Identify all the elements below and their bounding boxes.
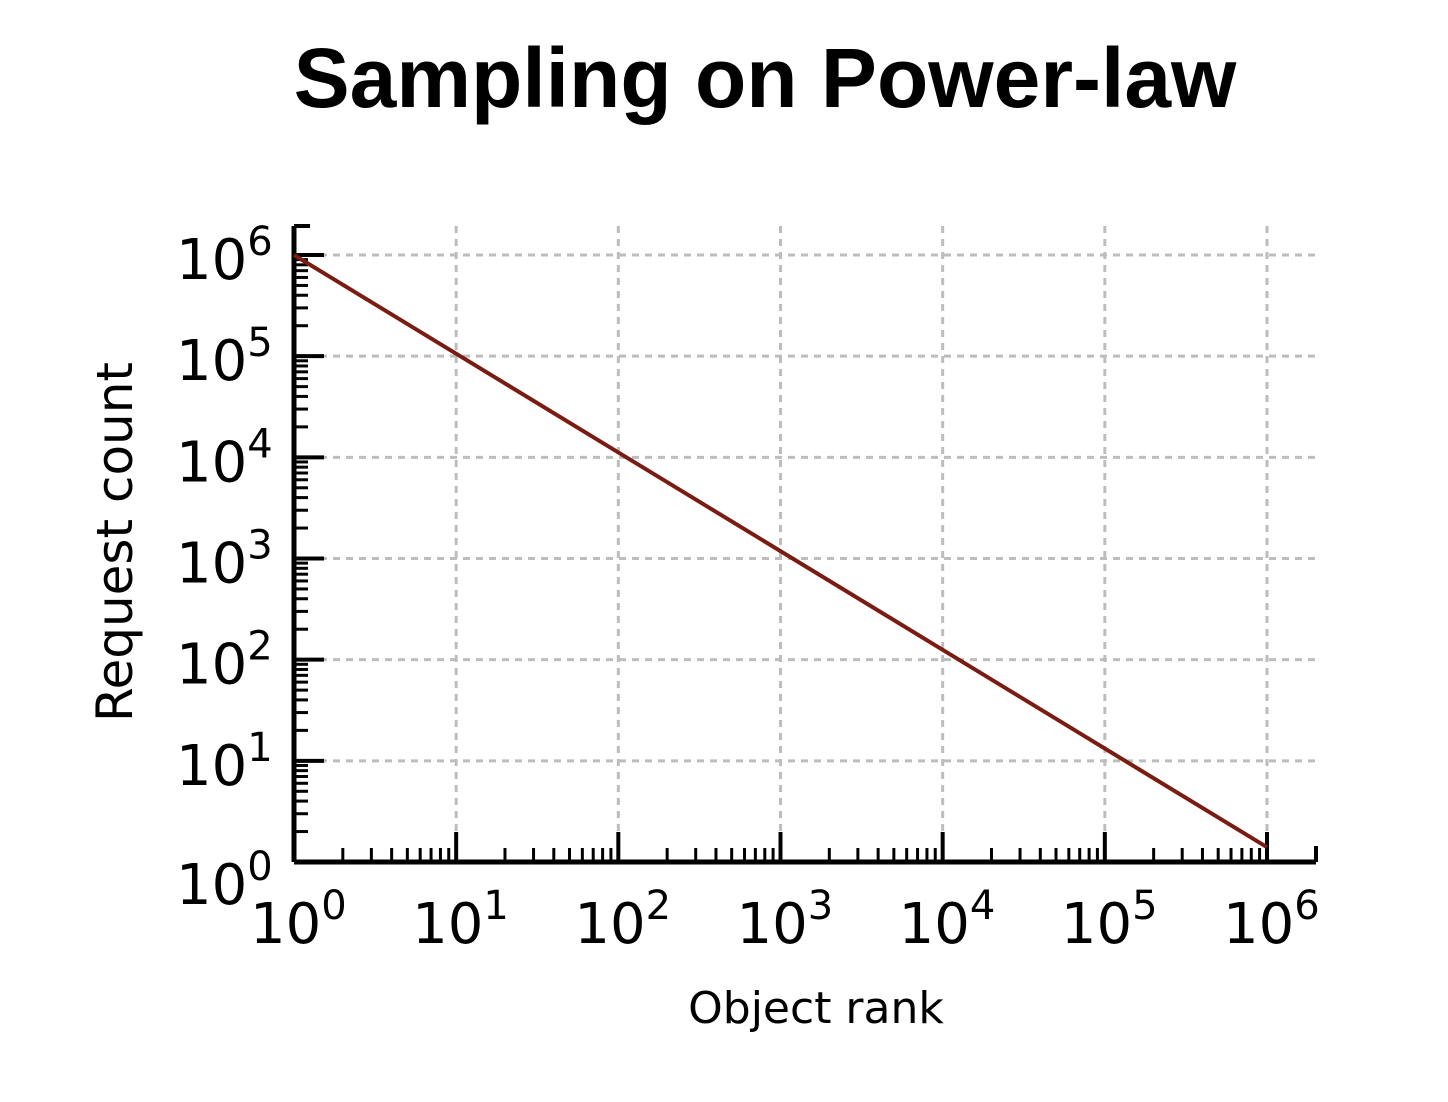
x-tick-label: 104 — [899, 883, 996, 957]
x-tick-label: 102 — [574, 883, 671, 957]
y-tick-label: 105 — [176, 320, 273, 394]
tick-labels: 100 101 102 103 104 105 106 100 101 102 103 104 105 1… — [176, 219, 1320, 957]
x-tick-label: 105 — [1061, 883, 1158, 957]
axes — [291, 226, 1316, 865]
grid-lines — [294, 226, 1316, 862]
x-tick-label: 101 — [412, 883, 509, 957]
y-tick-label: 106 — [176, 219, 273, 293]
minor-ticks — [292, 224, 1318, 864]
x-tick-label: 100 — [250, 883, 347, 957]
y-tick-label: 104 — [176, 421, 273, 495]
y-tick-label: 102 — [176, 624, 273, 698]
slide-title: Sampling on Power-law — [293, 31, 1237, 125]
y-tick-label: 103 — [176, 523, 273, 597]
power-law-series-line — [292, 253, 1269, 849]
y-axis-label: Request count — [86, 362, 144, 722]
x-tick-label: 106 — [1223, 883, 1320, 957]
y-tick-label: 101 — [176, 725, 273, 799]
series-layer — [292, 253, 1269, 849]
x-tick-label: 103 — [737, 883, 834, 957]
y-tick-label: 100 — [176, 844, 273, 918]
x-axis-label: Object rank — [688, 983, 944, 1034]
